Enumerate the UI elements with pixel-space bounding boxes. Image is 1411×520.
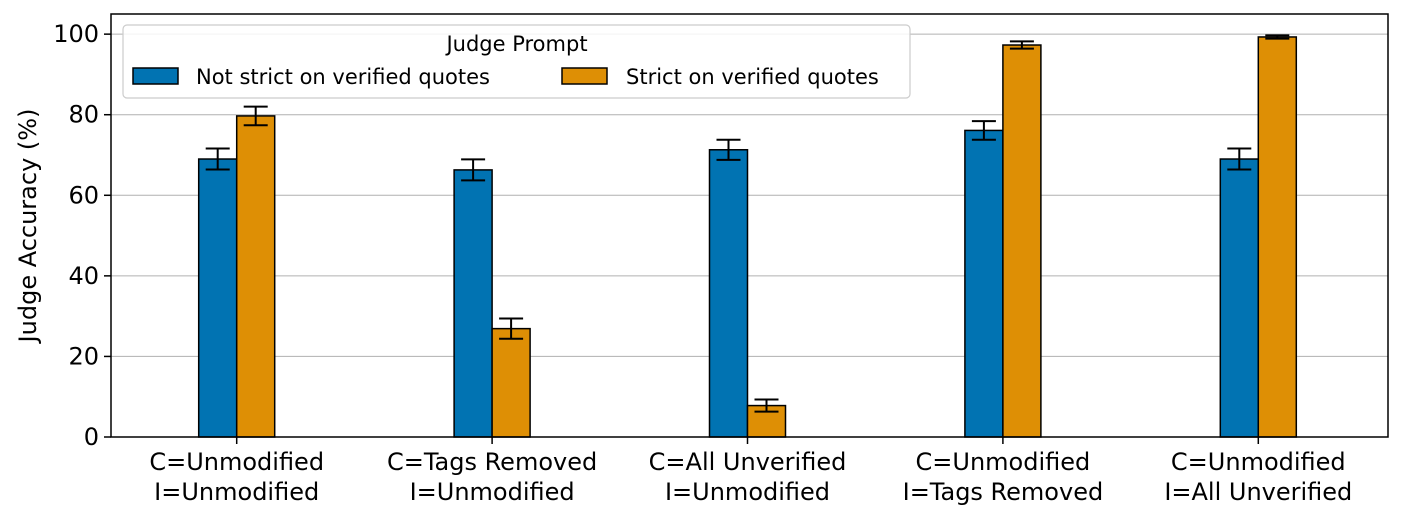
y-tick-label: 20 [68,342,99,370]
y-tick-label: 100 [53,20,99,48]
y-tick-label: 0 [84,423,99,451]
legend-title: Judge Prompt [444,32,587,56]
bar-not-strict [453,169,493,438]
bar-not-strict [197,158,238,438]
y-tick-label: 40 [68,262,99,290]
bar-not-strict [1219,158,1260,438]
bar-not-strict [708,149,749,438]
bar-not-strict [964,129,1004,438]
legend-swatch-strict [561,67,608,85]
legend-box [122,24,911,99]
bar-strict [1002,44,1042,438]
y-tick-label: 80 [68,101,99,129]
bar-strict [1257,36,1298,438]
x-tick-label: C=Unmodified I=Tags Removed [903,448,1104,506]
x-tick-label: C=Tags Removed I=Unmodified [387,448,597,506]
x-axis-ticks: C=Unmodified I=Unmodified C=Tags Removed I=… [149,437,1352,506]
legend-label-strict: Strict on verified quotes [626,65,879,89]
y-tick-label: 60 [68,181,99,209]
y-axis-title: Judge Accuracy (%) [14,109,42,345]
bar-strict [235,115,276,438]
plot-frame [110,13,1389,438]
legend-swatch-not-strict [132,67,179,85]
legend: Judge Prompt Not strict on verified quot… [122,24,911,99]
x-tick-label: C=Unmodified I=Unmodified [149,448,324,506]
error-bars [205,34,1290,413]
legend-label-not-strict: Not strict on verified quotes [196,65,490,89]
x-tick-label: C=Unmodified I=All Unverified [1164,448,1352,506]
bar-strict [491,327,531,438]
x-tick-label: C=All Unverified I=Unmodified [649,448,847,506]
y-axis-ticks: 0 20 40 60 80 100 [53,20,111,451]
